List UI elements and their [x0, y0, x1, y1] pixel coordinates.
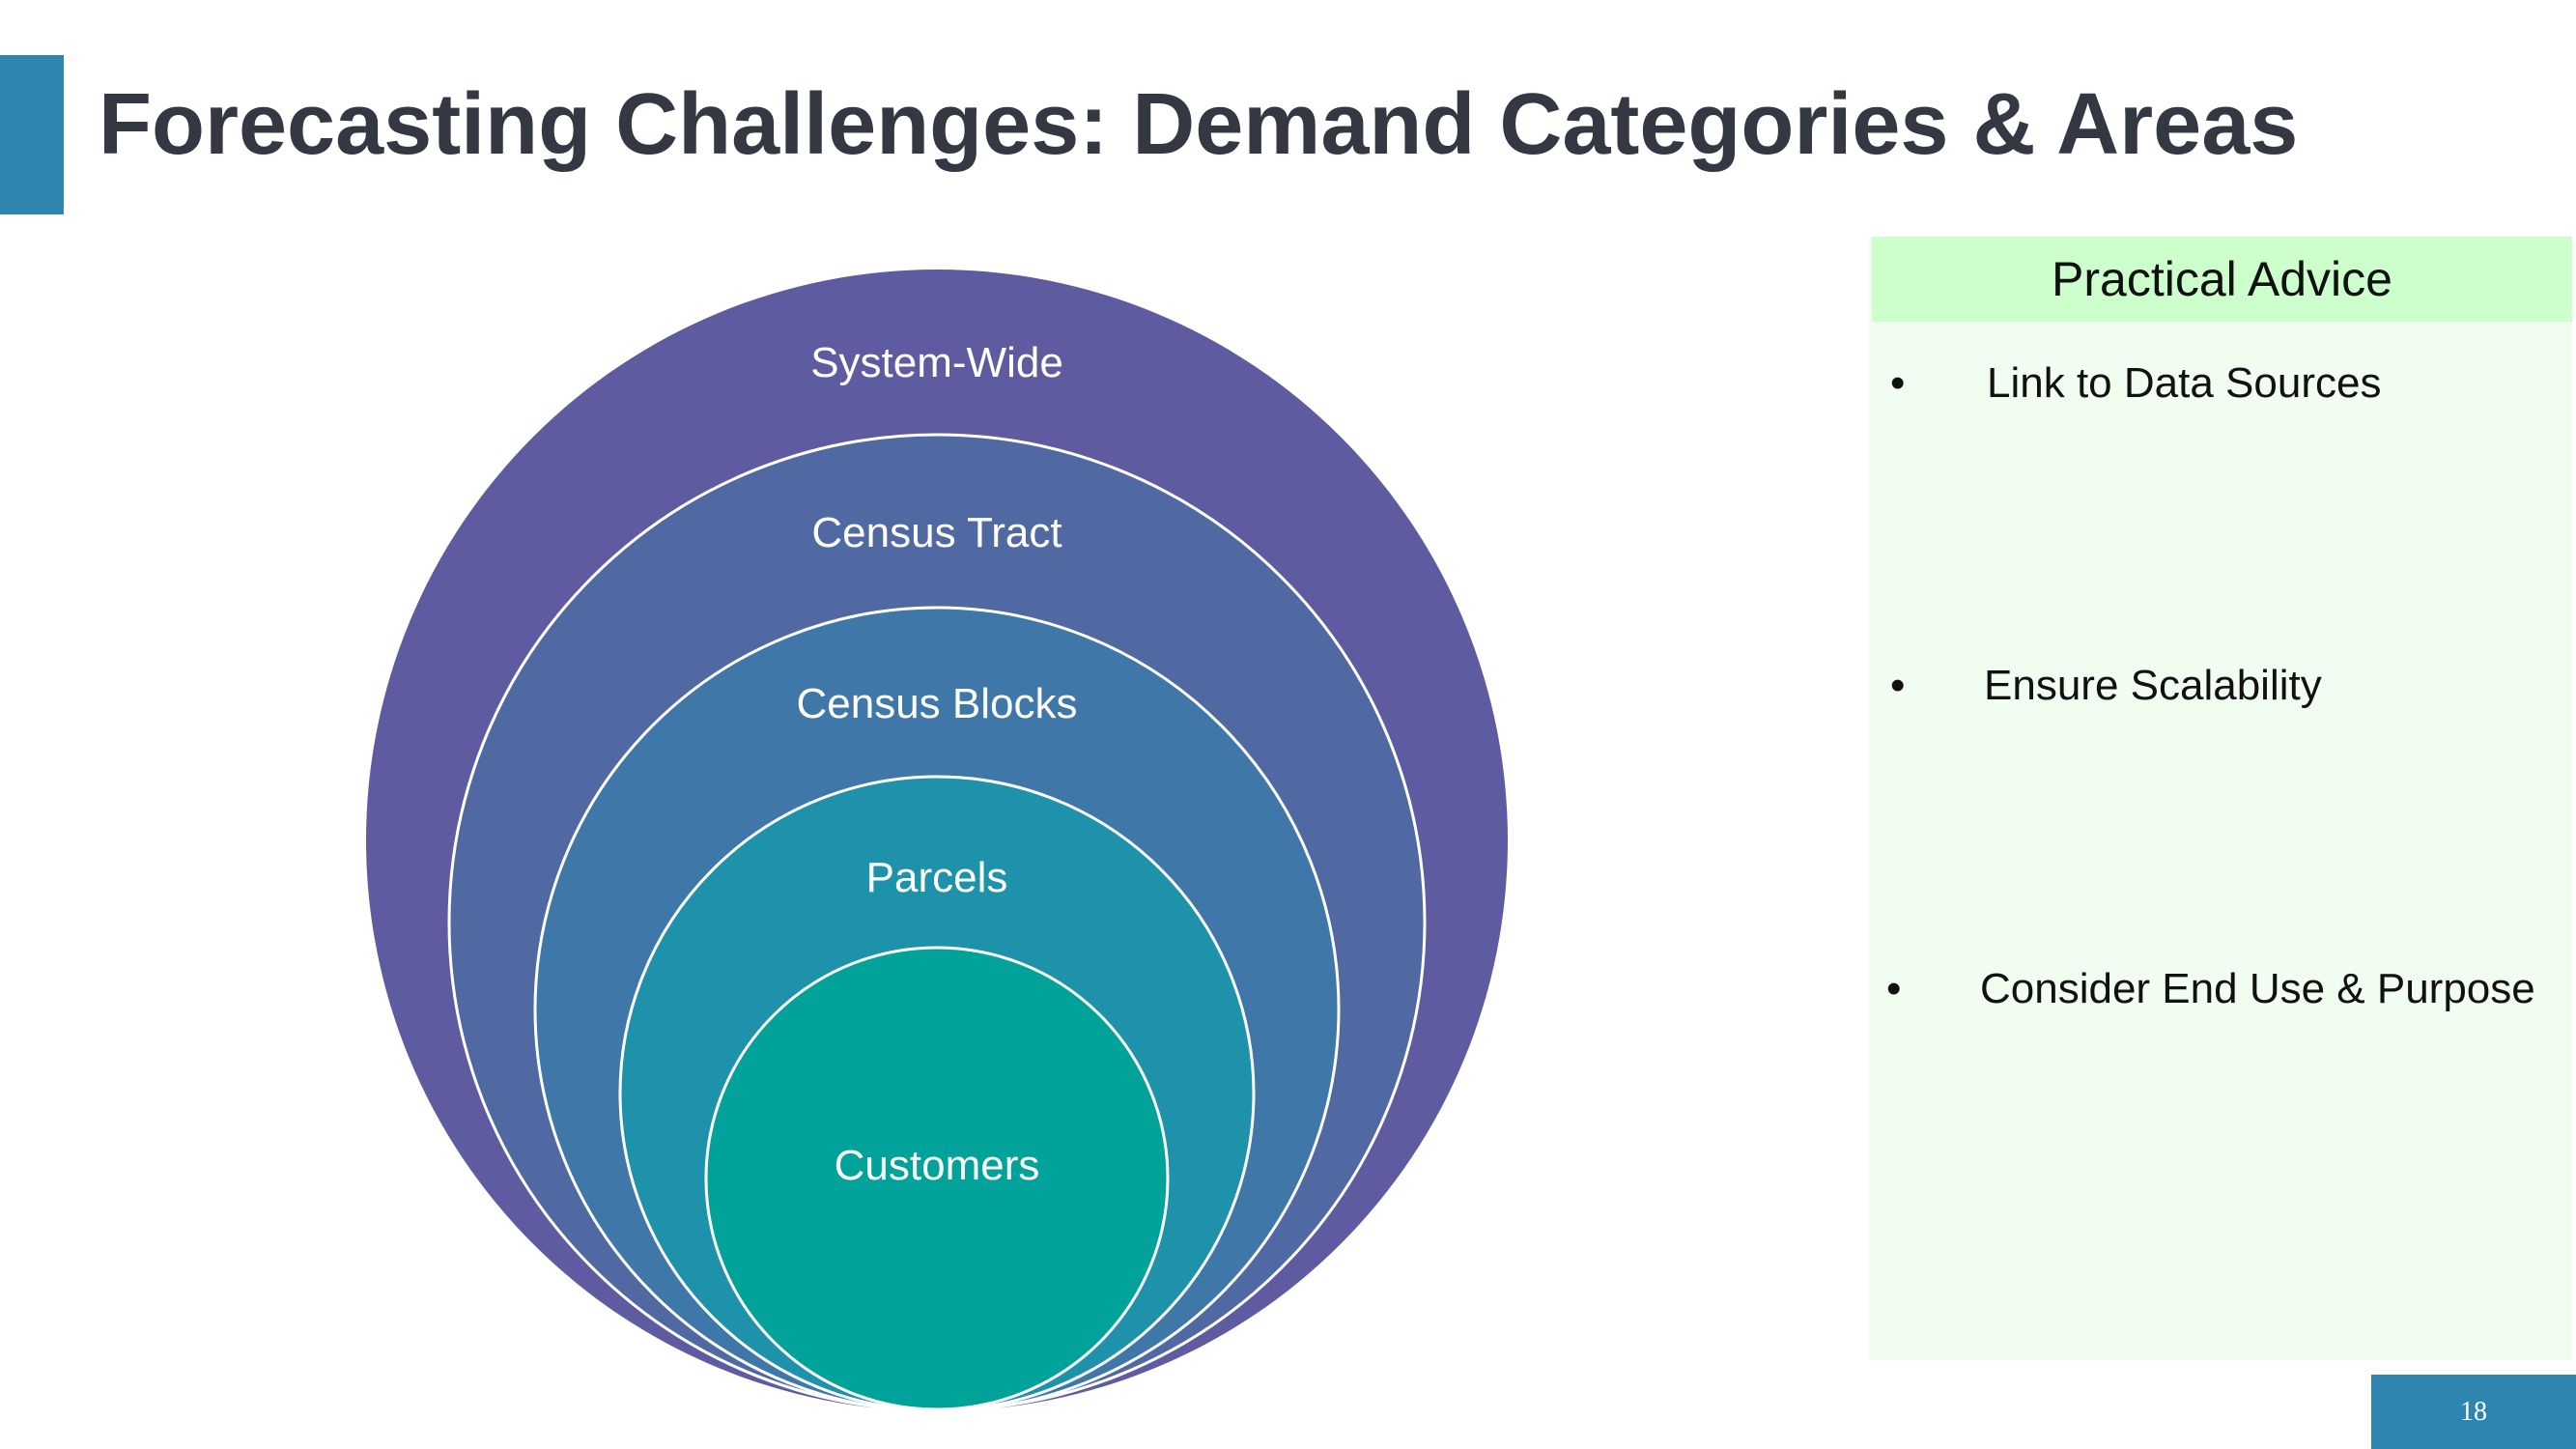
bullet-icon: • [1886, 965, 1901, 1013]
practical-advice-header: Practical Advice [1872, 237, 2572, 322]
practical-advice-panel: Practical Advice • Link to Data Sources … [1869, 237, 2572, 1360]
nested-circles-diagram: System-Wide Census Tract Census Blocks P… [348, 251, 1545, 1420]
label-parcels: Parcels [866, 854, 1008, 901]
bullet-icon: • [1890, 662, 1905, 710]
slide-title: Forecasting Challenges: Demand Categorie… [99, 75, 2298, 175]
advice-item-text: Ensure Scalability [1984, 662, 2322, 710]
label-census-blocks: Census Blocks [796, 680, 1077, 727]
label-census-tract: Census Tract [811, 509, 1062, 556]
page-number: 18 [2371, 1375, 2576, 1449]
advice-item-text: Link to Data Sources [1987, 359, 2381, 408]
label-customers: Customers [835, 1142, 1040, 1189]
advice-item-text: Consider End Use & Purpose [1980, 965, 2535, 1013]
diagram-svg: System-Wide Census Tract Census Blocks P… [348, 251, 1545, 1420]
label-system-wide: System-Wide [810, 339, 1063, 386]
title-accent-bar [0, 55, 64, 214]
bullet-icon: • [1890, 359, 1905, 408]
